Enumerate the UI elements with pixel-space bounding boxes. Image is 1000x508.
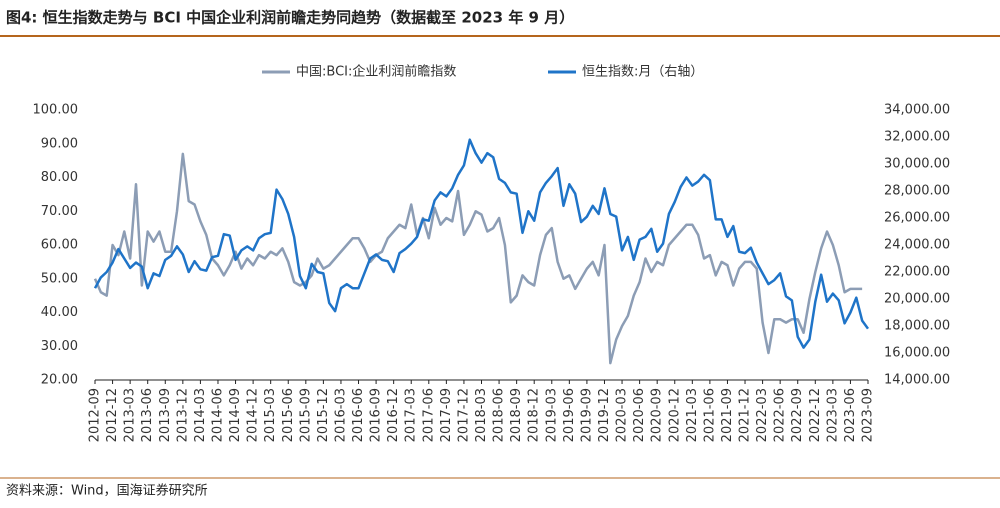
y-tick-label: 60.00 xyxy=(41,238,78,253)
y2-tick-label: 26,000.00 xyxy=(884,211,950,226)
x-tick-label: 2017-12 xyxy=(456,388,471,442)
x-tick-label: 2022-03 xyxy=(755,388,770,442)
x-tick-label: 2023-09 xyxy=(861,388,876,442)
x-tick-label: 2023-03 xyxy=(825,388,840,442)
x-tick-label: 2016-06 xyxy=(351,388,366,442)
source: 资料来源：Wind，国海证券研究所 xyxy=(6,483,208,499)
y-tick-label: 70.00 xyxy=(41,204,78,219)
y-tick-label: 20.00 xyxy=(41,373,78,388)
x-tick-label: 2018-09 xyxy=(509,388,524,442)
x-tick-label: 2020-03 xyxy=(615,388,630,442)
y-tick-label: 90.00 xyxy=(41,136,78,151)
x-tick-label: 2019-06 xyxy=(562,388,577,442)
chart-title: 图4: 恒生指数走势与 BCI 中国企业利润前瞻走势同趋势（数据截至 2023 … xyxy=(6,9,574,27)
x-tick-label: 2017-03 xyxy=(404,388,419,442)
x-tick-label: 2018-06 xyxy=(492,388,507,442)
x-tick-label: 2015-09 xyxy=(298,388,313,442)
x-tick-label: 2019-03 xyxy=(544,388,559,442)
x-tick-label: 2019-12 xyxy=(597,388,612,442)
x-tick-label: 2016-09 xyxy=(369,388,384,442)
x-tick-label: 2014-09 xyxy=(228,388,243,442)
y2-tick-label: 34,000.00 xyxy=(884,103,950,118)
x-tick-label: 2023-06 xyxy=(843,388,858,442)
x-tick-label: 2022-12 xyxy=(808,388,823,442)
x-tick-label: 2012-12 xyxy=(105,388,120,442)
x-tick-label: 2020-12 xyxy=(667,388,682,442)
y-tick-label: 80.00 xyxy=(41,170,78,185)
y2-tick-label: 22,000.00 xyxy=(884,265,950,280)
y-tick-label: 40.00 xyxy=(41,305,78,320)
x-tick-label: 2013-06 xyxy=(140,388,155,442)
x-tick-label: 2014-06 xyxy=(210,388,225,442)
series-line xyxy=(93,138,870,349)
y2-tick-label: 16,000.00 xyxy=(884,346,950,361)
x-tick-label: 2013-03 xyxy=(123,388,138,442)
y2-tick-label: 32,000.00 xyxy=(884,130,950,145)
y2-tick-label: 14,000.00 xyxy=(884,373,950,388)
x-tick-label: 2016-12 xyxy=(386,388,401,442)
x-tick-label: 2017-09 xyxy=(439,388,454,442)
x-tick-label: 2014-03 xyxy=(193,388,208,442)
y2-tick-label: 30,000.00 xyxy=(884,157,950,172)
x-tick-label: 2015-03 xyxy=(263,388,278,442)
x-tick-label: 2013-09 xyxy=(158,388,173,442)
y2-tick-label: 20,000.00 xyxy=(884,292,950,307)
y2-tick-label: 28,000.00 xyxy=(884,184,950,199)
x-tick-label: 2018-03 xyxy=(474,388,489,442)
x-tick-label: 2020-09 xyxy=(650,388,665,442)
x-tick-label: 2015-06 xyxy=(281,388,296,442)
y-tick-label: 30.00 xyxy=(41,339,78,354)
y2-tick-label: 24,000.00 xyxy=(884,238,950,253)
legend-label: 恒生指数:月（右轴） xyxy=(582,65,703,80)
x-tick-label: 2013-12 xyxy=(175,388,190,442)
x-tick-label: 2017-06 xyxy=(421,388,436,442)
x-tick-label: 2021-12 xyxy=(738,388,753,442)
x-tick-label: 2021-06 xyxy=(702,388,717,442)
x-tick-label: 2021-09 xyxy=(720,388,735,442)
x-tick-label: 2022-09 xyxy=(790,388,805,442)
x-tick-label: 2015-12 xyxy=(316,388,331,442)
x-tick-label: 2012-09 xyxy=(88,388,103,442)
series-line xyxy=(93,152,863,365)
x-tick-label: 2014-12 xyxy=(246,388,261,442)
y-tick-label: 100.00 xyxy=(33,103,79,118)
x-tick-label: 2021-03 xyxy=(685,388,700,442)
x-tick-label: 2018-12 xyxy=(527,388,542,442)
y-tick-label: 50.00 xyxy=(41,271,78,286)
x-tick-label: 2016-03 xyxy=(333,388,348,442)
x-tick-label: 2019-09 xyxy=(579,388,594,442)
legend-label: 中国:BCI:企业利润前瞻指数 xyxy=(296,64,456,80)
y2-tick-label: 18,000.00 xyxy=(884,319,950,334)
x-tick-label: 2022-06 xyxy=(773,388,788,442)
x-tick-label: 2020-06 xyxy=(632,388,647,442)
